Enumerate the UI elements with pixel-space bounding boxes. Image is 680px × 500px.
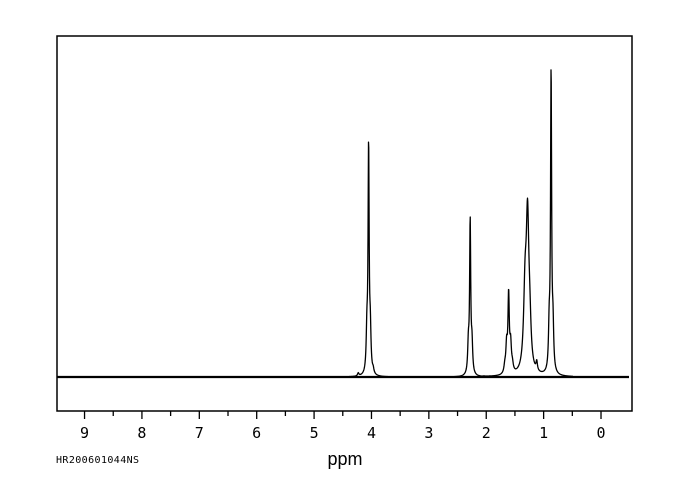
- x-axis-tick-label: 9: [80, 424, 89, 442]
- x-axis-tick-label: 5: [310, 424, 319, 442]
- x-axis-tick-label: 7: [195, 424, 204, 442]
- x-axis-tick-label: 6: [252, 424, 261, 442]
- spectrum-trace: [57, 69, 630, 378]
- plot-frame: [56, 35, 633, 412]
- x-axis-tick-label: 0: [596, 424, 605, 442]
- x-axis-tick-label: 1: [539, 424, 548, 442]
- x-axis-tick-label: 3: [424, 424, 433, 442]
- x-axis-tick-label: 8: [137, 424, 146, 442]
- sample-id-label: HR200601044NS: [56, 455, 140, 466]
- x-axis-tick-label: 4: [367, 424, 376, 442]
- x-axis-tick-label: 2: [482, 424, 491, 442]
- x-axis-unit-label: ppm: [327, 449, 363, 469]
